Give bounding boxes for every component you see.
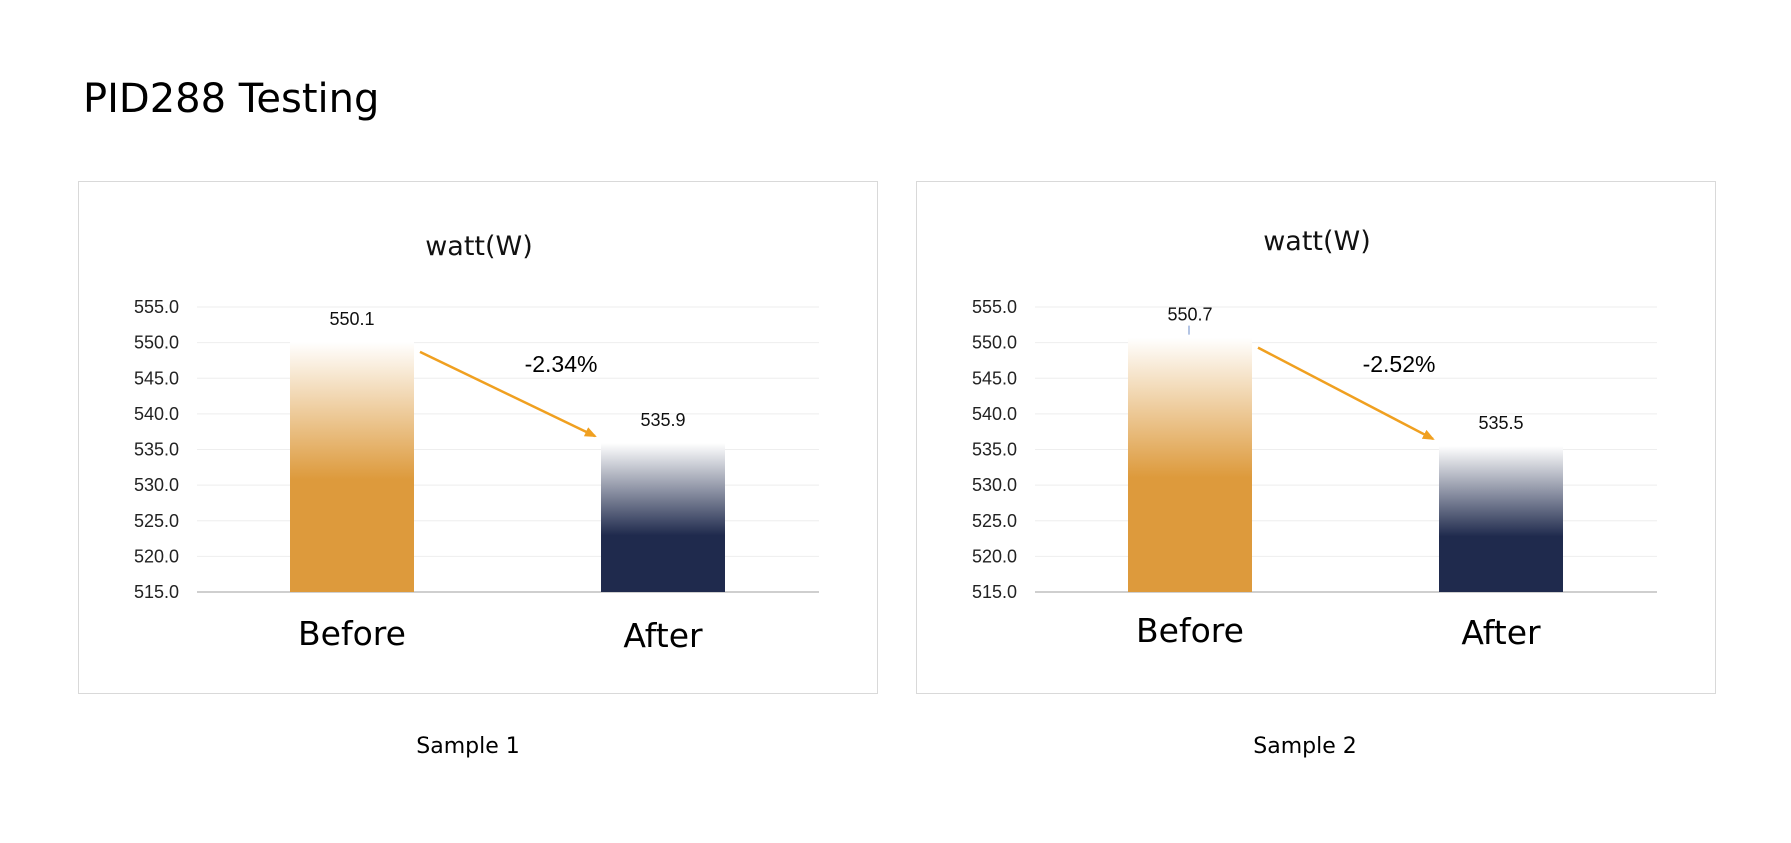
y-tick-label: 535.0 <box>972 440 1017 460</box>
sample-2-caption: Sample 2 <box>1253 734 1357 759</box>
chart-panel-sample-2: watt(W) 515.0 520.0 525.0 530.0 535.0 540.0 545… <box>916 181 1716 694</box>
bar-after <box>1439 445 1563 592</box>
chart-panel-sample-1: watt(W) 515.0 520.0 525.0 530.0 535.0 540.0 545… <box>78 181 878 694</box>
y-tick-label: 525.0 <box>134 511 179 531</box>
data-label: 550.1 <box>329 309 374 329</box>
y-tick-label: 525.0 <box>972 511 1017 531</box>
data-label: 535.5 <box>1478 413 1523 433</box>
y-tick-label: 550.0 <box>134 333 179 353</box>
y-tick-label: 515.0 <box>972 582 1017 602</box>
x-category-label: After <box>1461 613 1541 652</box>
data-label: 550.7 <box>1167 305 1212 325</box>
x-category-label: After <box>623 616 703 655</box>
data-label: 535.9 <box>640 410 685 430</box>
bar-before <box>1128 337 1252 592</box>
change-arrow <box>1257 346 1435 441</box>
change-percent-label: -2.52% <box>1363 351 1436 377</box>
y-tick-label: 545.0 <box>134 368 179 388</box>
page-title: PID288 Testing <box>83 76 380 122</box>
y-tick-label: 515.0 <box>134 582 179 602</box>
y-tick-label: 530.0 <box>134 475 179 495</box>
chart-title: watt(W) <box>1263 226 1371 257</box>
y-tick-label: 530.0 <box>972 475 1017 495</box>
bar-after <box>601 443 725 592</box>
bar-before <box>290 341 414 592</box>
y-tick-label: 535.0 <box>134 440 179 460</box>
y-tick-label: 540.0 <box>134 404 179 424</box>
y-tick-label: 545.0 <box>972 368 1017 388</box>
sample-1-caption: Sample 1 <box>416 734 520 759</box>
x-category-label: Before <box>298 614 406 653</box>
change-percent-label: -2.34% <box>525 351 598 377</box>
y-tick-label: 520.0 <box>134 546 179 566</box>
bar-chart-sample-2: watt(W) 515.0 520.0 525.0 530.0 535.0 540.0 545… <box>972 226 1657 652</box>
y-tick-label: 555.0 <box>134 297 179 317</box>
x-category-label: Before <box>1136 611 1244 650</box>
y-tick-label: 540.0 <box>972 404 1017 424</box>
y-tick-label: 555.0 <box>972 297 1017 317</box>
bar-chart-sample-1: watt(W) 515.0 520.0 525.0 530.0 535.0 540.0 545… <box>134 231 819 655</box>
chart-title: watt(W) <box>425 231 533 262</box>
y-tick-label: 550.0 <box>972 333 1017 353</box>
change-arrow <box>419 350 597 438</box>
y-tick-label: 520.0 <box>972 546 1017 566</box>
